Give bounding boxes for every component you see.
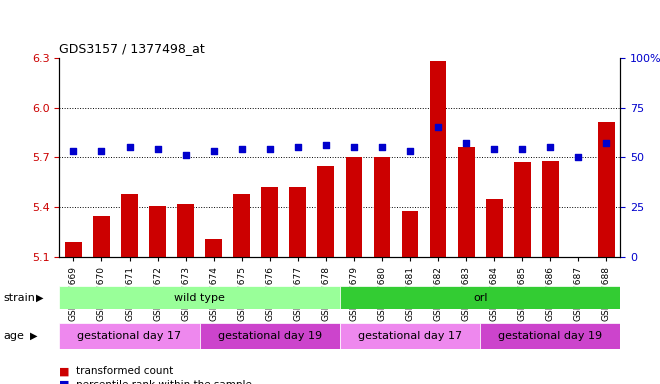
- Point: [405, 148, 415, 154]
- Bar: [121, 194, 138, 257]
- Point: [292, 144, 303, 151]
- Bar: [374, 157, 391, 257]
- Bar: [65, 242, 82, 257]
- FancyBboxPatch shape: [340, 323, 480, 349]
- Bar: [401, 211, 418, 257]
- Point: [96, 148, 107, 154]
- Point: [180, 152, 191, 159]
- Text: gestational day 19: gestational day 19: [498, 331, 603, 341]
- Text: age: age: [3, 331, 24, 341]
- Text: transformed count: transformed count: [76, 366, 173, 376]
- Point: [489, 146, 500, 152]
- Point: [348, 144, 359, 151]
- Text: ■: ■: [59, 380, 70, 384]
- Point: [265, 146, 275, 152]
- FancyBboxPatch shape: [59, 286, 340, 309]
- Text: GDS3157 / 1377498_at: GDS3157 / 1377498_at: [59, 42, 205, 55]
- Bar: [93, 216, 110, 257]
- Point: [433, 124, 444, 131]
- FancyBboxPatch shape: [340, 286, 620, 309]
- Point: [152, 146, 163, 152]
- Bar: [486, 199, 503, 257]
- Bar: [458, 147, 475, 257]
- Text: gestational day 17: gestational day 17: [77, 331, 182, 341]
- Point: [377, 144, 387, 151]
- Point: [68, 148, 79, 154]
- Point: [601, 141, 612, 147]
- Point: [461, 141, 471, 147]
- Point: [517, 146, 527, 152]
- Text: ■: ■: [59, 366, 70, 376]
- Bar: [542, 161, 558, 257]
- Text: ▶: ▶: [36, 293, 44, 303]
- Bar: [317, 166, 334, 257]
- FancyBboxPatch shape: [480, 323, 620, 349]
- Bar: [234, 194, 250, 257]
- Bar: [261, 187, 279, 257]
- Bar: [598, 122, 615, 257]
- Point: [573, 154, 583, 161]
- Bar: [346, 157, 362, 257]
- Text: wild type: wild type: [174, 293, 225, 303]
- Text: orl: orl: [473, 293, 487, 303]
- FancyBboxPatch shape: [199, 323, 340, 349]
- Point: [321, 142, 331, 149]
- Point: [545, 144, 556, 151]
- Bar: [149, 206, 166, 257]
- Bar: [205, 239, 222, 257]
- Bar: [290, 187, 306, 257]
- Point: [209, 148, 219, 154]
- Bar: [430, 61, 446, 257]
- Point: [124, 144, 135, 151]
- Point: [236, 146, 247, 152]
- Text: strain: strain: [3, 293, 35, 303]
- Text: gestational day 17: gestational day 17: [358, 331, 462, 341]
- Bar: [513, 162, 531, 257]
- FancyBboxPatch shape: [59, 323, 199, 349]
- Text: ▶: ▶: [30, 331, 37, 341]
- Bar: [177, 204, 194, 257]
- Text: gestational day 19: gestational day 19: [218, 331, 322, 341]
- Text: percentile rank within the sample: percentile rank within the sample: [76, 380, 251, 384]
